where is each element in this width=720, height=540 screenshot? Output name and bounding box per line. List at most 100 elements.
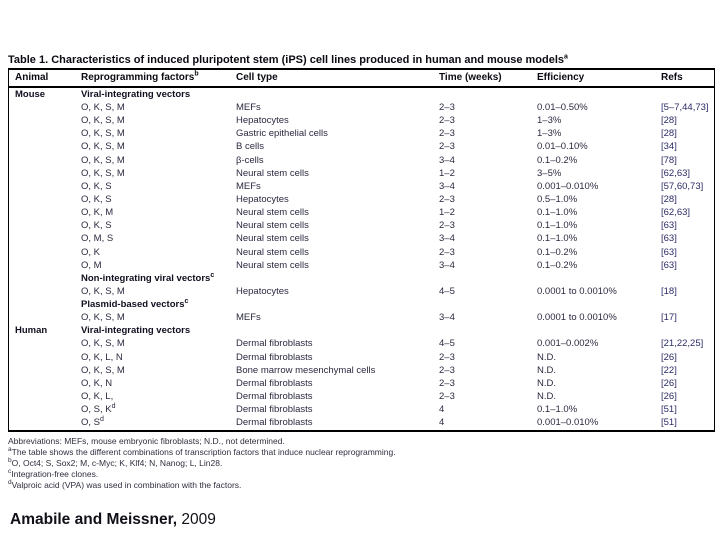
column-header-cell-type: Cell type <box>236 72 278 83</box>
cell-efficiency: N.D. <box>537 391 556 403</box>
table-row: O, Sd Dermal fibroblasts 4 0.001–0.010% [51] <box>9 416 714 430</box>
cell-refs: [22] <box>661 364 677 376</box>
cell-refs: [51] <box>661 404 677 416</box>
table-row: O, K, S, M Hepatocytes 4–5 0.0001 to 0.0010… <box>9 285 714 298</box>
cell-reprogramming-factors: O, K, L, <box>81 391 114 403</box>
cell-refs: [57,60,73] <box>661 180 704 192</box>
cell-efficiency: 0.1–1.0% <box>537 233 578 245</box>
cell-efficiency: 3–5% <box>537 167 562 179</box>
cell-cell-type: Hepatocytes <box>236 285 289 297</box>
cell-cell-type: Dermal fibroblasts <box>236 391 313 403</box>
table-row: O, K, S, M β-cells 3–4 0.1–0.2% [78] <box>9 154 714 167</box>
cell-refs: [21,22,25] <box>661 338 704 350</box>
cell-time-weeks: 4 <box>439 404 445 416</box>
cell-reprogramming-factors: O, K, S, M <box>81 101 125 113</box>
cell-efficiency: 0.5–1.0% <box>537 193 578 205</box>
table-row: O, K, S Hepatocytes 2–3 0.5–1.0% [28] <box>9 193 714 206</box>
table-footnotes: Abbreviations: MEFs, mouse embryonic fib… <box>8 436 715 491</box>
cell-cell-type: MEFs <box>236 312 261 324</box>
cell-time-weeks: 3–4 <box>439 233 455 245</box>
table-row: O, K, S, M Dermal fibroblasts 4–5 0.001–0.0… <box>9 338 714 351</box>
table-title: Table 1. Characteristics of induced plur… <box>8 53 715 66</box>
table-row: O, K, S MEFs 3–4 0.001–0.010% [57,60,73] <box>9 180 714 193</box>
cell-cell-type: Dermal fibroblasts <box>236 377 313 389</box>
table-row: O, K, S, M Hepatocytes 2–3 1–3% [28] <box>9 114 714 127</box>
cell-cell-type: MEFs <box>236 180 261 192</box>
column-header-refs: Refs <box>661 72 683 83</box>
cell-time-weeks: 2–3 <box>439 115 455 127</box>
cell-refs: [62,63] <box>661 207 691 219</box>
column-header-time: Time (weeks) <box>439 72 502 83</box>
paper-table: Table 1. Characteristics of induced plur… <box>8 53 715 491</box>
cell-refs: [5–7,44,73] <box>661 101 709 113</box>
cell-refs: [28] <box>661 128 677 140</box>
table-row: O, K, S, M B cells 2–3 0.01–0.10% [34] <box>9 141 714 154</box>
column-header-factors-superscript: b <box>194 70 199 78</box>
table-section-row: Non-integrating viral vectorsc <box>9 272 714 285</box>
cell-time-weeks: 3–4 <box>439 180 455 192</box>
cell-refs: [63] <box>661 233 677 245</box>
table-row: O, S, Kd Dermal fibroblasts 4 0.1–1.0% [51] <box>9 403 714 416</box>
cell-efficiency: 0.01–0.50% <box>537 101 588 113</box>
cell-cell-type: Neural stem cells <box>236 259 309 271</box>
cell-cell-type: Bone marrow mesenchymal cells <box>236 364 376 376</box>
table-row: O, K Neural stem cells 2–3 0.1–0.2% [63] <box>9 246 714 259</box>
cell-time-weeks: 2–3 <box>439 193 455 205</box>
cell-refs: [63] <box>661 259 677 271</box>
cell-time-weeks: 2–3 <box>439 351 455 363</box>
cell-time-weeks: 2–3 <box>439 141 455 153</box>
cell-cell-type: Neural stem cells <box>236 167 309 179</box>
citation-authors: Amabile and Meissner, <box>10 511 178 528</box>
cell-cell-type: Dermal fibroblasts <box>236 351 313 363</box>
cell-time-weeks: 1–2 <box>439 207 455 219</box>
cell-reprogramming-factors: O, S, Kd <box>81 403 116 416</box>
cell-cell-type: Dermal fibroblasts <box>236 338 313 350</box>
table-section-row: Human Viral-integrating vectors <box>9 325 714 338</box>
cell-reprogramming-factors: O, K, S <box>81 193 112 205</box>
cell-efficiency: 0.1–1.0% <box>537 404 578 416</box>
cell-efficiency: 0.0001 to 0.0010% <box>537 312 617 324</box>
slide-citation: Amabile and Meissner, 2009 <box>10 511 216 529</box>
cell-reprogramming-factors: O, Sd <box>81 416 104 429</box>
table-row: O, K, S Neural stem cells 2–3 0.1–1.0% [63] <box>9 219 714 232</box>
table-row: O, K, S, M MEFs 2–3 0.01–0.50% [5–7,44,73] <box>9 101 714 114</box>
cell-time-weeks: 4–5 <box>439 285 455 297</box>
cell-efficiency: N.D. <box>537 377 556 389</box>
table-title-superscript: a <box>564 53 568 61</box>
table-row: O, K, S, M MEFs 3–4 0.0001 to 0.0010% [17] <box>9 311 714 324</box>
cell-refs: [51] <box>661 417 677 429</box>
cell-reprogramming-factors: O, K, S, M <box>81 167 125 179</box>
cell-cell-type: Hepatocytes <box>236 193 289 205</box>
cell-efficiency: 0.1–1.0% <box>537 207 578 219</box>
cell-reprogramming-factors: O, K, S, M <box>81 154 125 166</box>
cell-time-weeks: 2–3 <box>439 101 455 113</box>
cell-refs: [18] <box>661 285 677 297</box>
cell-reprogramming-factors: Viral-integrating vectors <box>81 88 191 100</box>
column-header-efficiency: Efficiency <box>537 72 585 83</box>
cell-efficiency: 1–3% <box>537 128 562 140</box>
cell-reprogramming-factors: Plasmid-based vectorsc <box>81 297 189 311</box>
cell-efficiency: 0.1–0.2% <box>537 259 578 271</box>
cell-cell-type: Neural stem cells <box>236 207 309 219</box>
cell-efficiency: 0.1–0.2% <box>537 246 578 258</box>
cell-reprogramming-factors: O, K, S, M <box>81 285 125 297</box>
table-title-text: Table 1. Characteristics of induced plur… <box>8 54 565 66</box>
cell-time-weeks: 2–3 <box>439 364 455 376</box>
cell-refs: [78] <box>661 154 677 166</box>
cell-efficiency: 0.1–0.2% <box>537 154 578 166</box>
cell-reprogramming-factors: O, K, N <box>81 377 113 389</box>
cell-refs: [17] <box>661 312 677 324</box>
cell-cell-type: Neural stem cells <box>236 246 309 258</box>
cell-cell-type: Neural stem cells <box>236 220 309 232</box>
citation-year: 2009 <box>177 511 216 528</box>
cell-efficiency: N.D. <box>537 351 556 363</box>
cell-reprogramming-factors: O, K, S, M <box>81 115 125 127</box>
cell-reprogramming-factors: O, K, S, M <box>81 312 125 324</box>
cell-refs: [63] <box>661 220 677 232</box>
cell-animal: Mouse <box>15 88 46 100</box>
cell-efficiency: 0.01–0.10% <box>537 141 588 153</box>
cell-reprogramming-factors: O, M, S <box>81 233 114 245</box>
table-row: O, K, N Dermal fibroblasts 2–3 N.D. [26] <box>9 377 714 390</box>
table-row: O, K, S, M Neural stem cells 1–2 3–5% [62,63… <box>9 167 714 180</box>
table-box: Animal Reprogramming factorsb Cell type … <box>8 68 715 432</box>
